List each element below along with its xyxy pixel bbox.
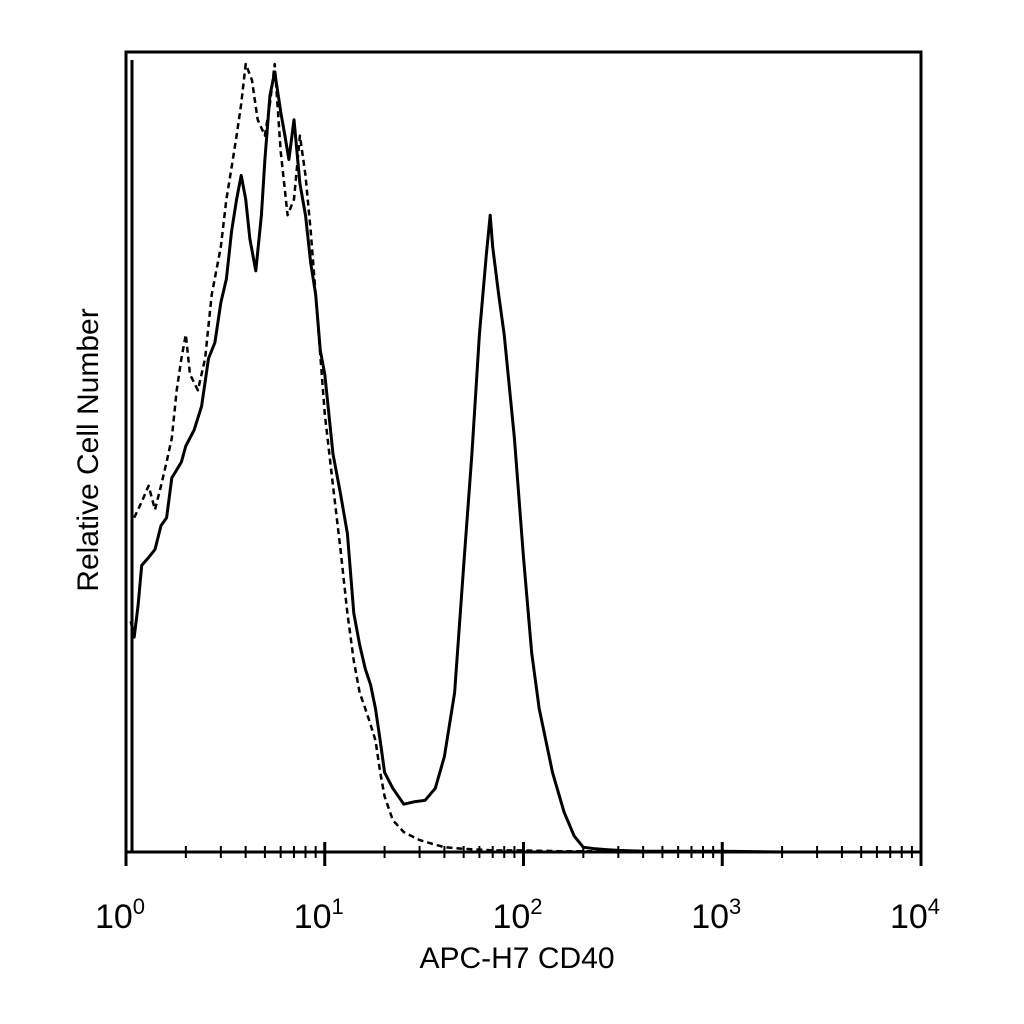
x-tick-label: 103 [691, 894, 741, 936]
x-tick-label: 104 [890, 894, 940, 936]
series-layer [129, 62, 917, 854]
x-tick-label: 101 [294, 894, 344, 936]
x-tick-label-base: 10 [691, 898, 729, 936]
x-tick-label: 100 [95, 894, 145, 936]
x-tick-label-exponent: 2 [530, 894, 542, 919]
x-tick-label-base: 10 [95, 898, 133, 936]
x-tick-label-exponent: 4 [928, 894, 940, 919]
x-tick-label-base: 10 [294, 898, 332, 936]
x-tick-label: 102 [492, 894, 542, 936]
x-tick-label-exponent: 0 [133, 894, 145, 919]
x-tick-label-exponent: 3 [729, 894, 741, 919]
x-major-ticks [124, 842, 923, 866]
x-tick-labels: 100 101 102 103 104 [95, 894, 940, 936]
series-line-dashed [133, 62, 917, 854]
series-line-solid [129, 70, 917, 854]
plot-frame [124, 50, 923, 854]
x-tick-label-base: 10 [890, 898, 928, 936]
x-tick-label-base: 10 [492, 898, 530, 936]
x-axis-label: APC-H7 CD40 [419, 942, 614, 975]
x-tick-label-exponent: 1 [332, 894, 344, 919]
y-axis-label: Relative Cell Number [72, 308, 105, 591]
